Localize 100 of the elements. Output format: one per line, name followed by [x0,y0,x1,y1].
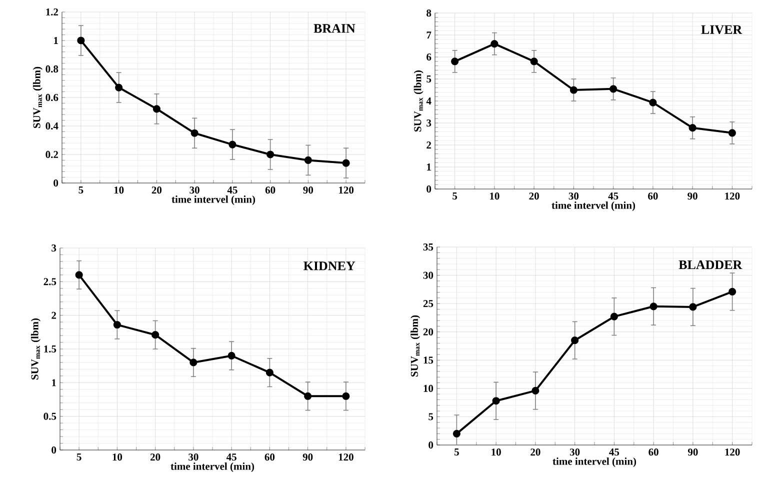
text: BLADDER [678,260,742,270]
point [190,358,198,366]
point [342,392,350,400]
y-axis-title: SUV$_{max}$ (lbm) [414,70,424,132]
x-axis-title: time intervel (min) [172,195,256,205]
x-tick-label: 10 [490,192,500,200]
point [190,129,198,137]
x-tick-label: 5 [78,186,84,194]
point [571,336,579,344]
x-tick-label: 30 [190,186,200,194]
point [570,86,578,94]
x-tick-label: 20 [529,192,539,200]
point [342,159,350,167]
y-tick-label: 15 [424,356,434,364]
x-tick-label: 45 [609,448,620,456]
y-tick-label: 6 [426,53,432,61]
x-tick-label: 20 [152,186,162,194]
x-tick-label: 90 [688,448,698,456]
x-tick-label: 10 [114,186,124,194]
y-tick-label: 1 [54,37,58,44]
x-tick-label: 120 [725,192,740,200]
x-tick-label: 5 [452,192,458,200]
text: BRAIN [314,24,356,33]
y-tick-label: 20 [423,328,434,336]
x-tick-label: 120 [339,186,354,194]
point [649,98,657,106]
y-tick-label: 0.5 [44,412,56,420]
x-tick-label: 90 [303,186,314,194]
x-tick-label: 60 [264,454,275,461]
y-tick-label: 0 [52,446,56,454]
y-tick-label: 1 [427,164,431,170]
y-tick-label: 3 [52,244,56,252]
x-axis-title: time intervel (min) [552,201,636,211]
y-tick-label: 25 [423,300,434,308]
y-tick-label: 1 [52,379,56,386]
point [266,368,274,376]
text: LIVER [701,25,742,34]
point [650,302,658,310]
y-tick-label: 4 [426,98,432,104]
point [451,58,459,66]
point [266,150,274,158]
x-tick-label: 10 [492,448,501,456]
x-tick-label: 60 [648,192,658,200]
point [492,397,500,405]
point [452,430,460,438]
text: KIDNEY [304,262,356,270]
y-tick-label: 2 [52,312,56,319]
x-tick-label: 60 [648,448,658,456]
x-tick-label: 60 [265,186,276,194]
y-tick-label: 1.5 [44,345,56,353]
x-tick-label: 120 [338,454,354,461]
y-tick-label: 5 [428,413,434,420]
y-tick-label: 1.2 [46,8,58,16]
y-tick-label: 35 [423,243,434,251]
y-tick-label: 0.4 [46,122,58,130]
point [228,352,236,360]
point [304,156,312,164]
y-tick-label: 0.6 [46,94,58,102]
y-tick-label: 3 [426,119,432,127]
x-tick-label: 10 [112,454,122,461]
x-tick-label: 90 [302,454,313,461]
x-axis-title: time intervel (min) [170,462,254,472]
x-tick-label: 30 [568,192,579,200]
point [610,312,618,320]
y-tick-label: 0.2 [46,150,58,158]
y-tick-label: 2.5 [44,278,56,286]
y-tick-label: 0 [428,441,434,449]
y-tick-label: 2 [426,142,432,148]
point [610,85,618,93]
y-axis-title: SUV$_{max}$ (lbm) [410,315,420,376]
y-tick-label: 0 [54,179,58,187]
y-tick-label: 0.8 [46,65,58,73]
x-tick-label: 45 [226,454,236,461]
point [304,392,312,400]
point [490,40,498,48]
y-tick-label: 30 [423,272,434,279]
x-tick-label: 45 [227,186,238,194]
y-tick-label: 0 [426,185,432,193]
x-tick-label: 20 [150,454,160,461]
point [728,129,736,137]
point [688,124,696,132]
y-axis-title: SUV$_{max}$ (lbm) [30,318,40,380]
x-tick-label: 90 [688,192,698,200]
point [115,84,123,92]
point [152,105,160,113]
point [532,386,540,394]
point [689,303,697,311]
point [228,140,236,148]
x-tick-label: 120 [725,448,740,456]
point [77,36,85,44]
x-tick-label: 45 [608,192,618,200]
point [75,271,83,279]
x-tick-label: 30 [188,454,198,461]
y-tick-label: 5 [426,76,432,82]
y-axis-title: SUV$_{max}$ (lbm) [32,66,42,128]
x-tick-label: 5 [454,448,459,456]
y-tick-label: 8 [426,9,432,17]
point [113,320,121,329]
point [728,288,736,296]
x-axis-title: time intervel (min) [552,457,636,467]
